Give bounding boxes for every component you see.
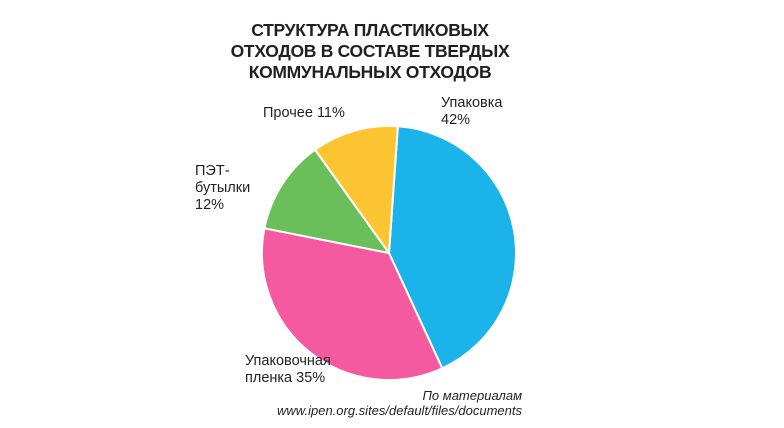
- chart-title: СТРУКТУРА ПЛАСТИКОВЫХ ОТХОДОВ В СОСТАВЕ …: [200, 20, 540, 83]
- pie-slice-packaging: [388, 125, 517, 370]
- pie-slice-pet-bottles: [263, 148, 390, 254]
- pie-slices: [261, 125, 517, 381]
- slice-label-packaging-line-1: Упаковка: [441, 95, 503, 111]
- slice-label-other-line-1: Прочее 11%: [263, 105, 345, 121]
- slice-label-film-line-1: Упаковочная: [245, 353, 331, 369]
- slice-label-film-line-2: пленка 35%: [245, 370, 326, 386]
- slice-label-packaging: Упаковка 42%: [441, 95, 502, 129]
- pie-slice-other: [314, 125, 399, 254]
- source-note-line-1: По материалам: [422, 388, 522, 403]
- pie-slice-film: [261, 227, 444, 381]
- chart-title-line-1: СТРУКТУРА ПЛАСТИКОВЫХ: [251, 20, 489, 40]
- slice-label-pet-bottles-line-1: ПЭТ-: [195, 163, 230, 179]
- slice-label-other: Прочее 11%: [263, 105, 345, 122]
- source-note: По материалам www.ipen.org.sites/default…: [277, 388, 522, 418]
- slice-label-pet-bottles: ПЭТ- бутылки 12%: [195, 163, 250, 214]
- slice-label-film: Упаковочная пленка 35%: [245, 353, 331, 387]
- source-note-line-2: www.ipen.org.sites/default/files/documen…: [277, 403, 522, 418]
- slice-label-packaging-line-2: 42%: [441, 112, 471, 128]
- slice-label-pet-bottles-line-2: бутылки: [195, 180, 251, 196]
- slice-label-pet-bottles-line-3: 12%: [195, 197, 225, 213]
- chart-title-line-3: КОММУНАЛЬНЫХ ОТХОДОВ: [248, 62, 492, 82]
- chart-title-line-2: ОТХОДОВ В СОСТАВЕ ТВЕРДЫХ: [230, 41, 510, 61]
